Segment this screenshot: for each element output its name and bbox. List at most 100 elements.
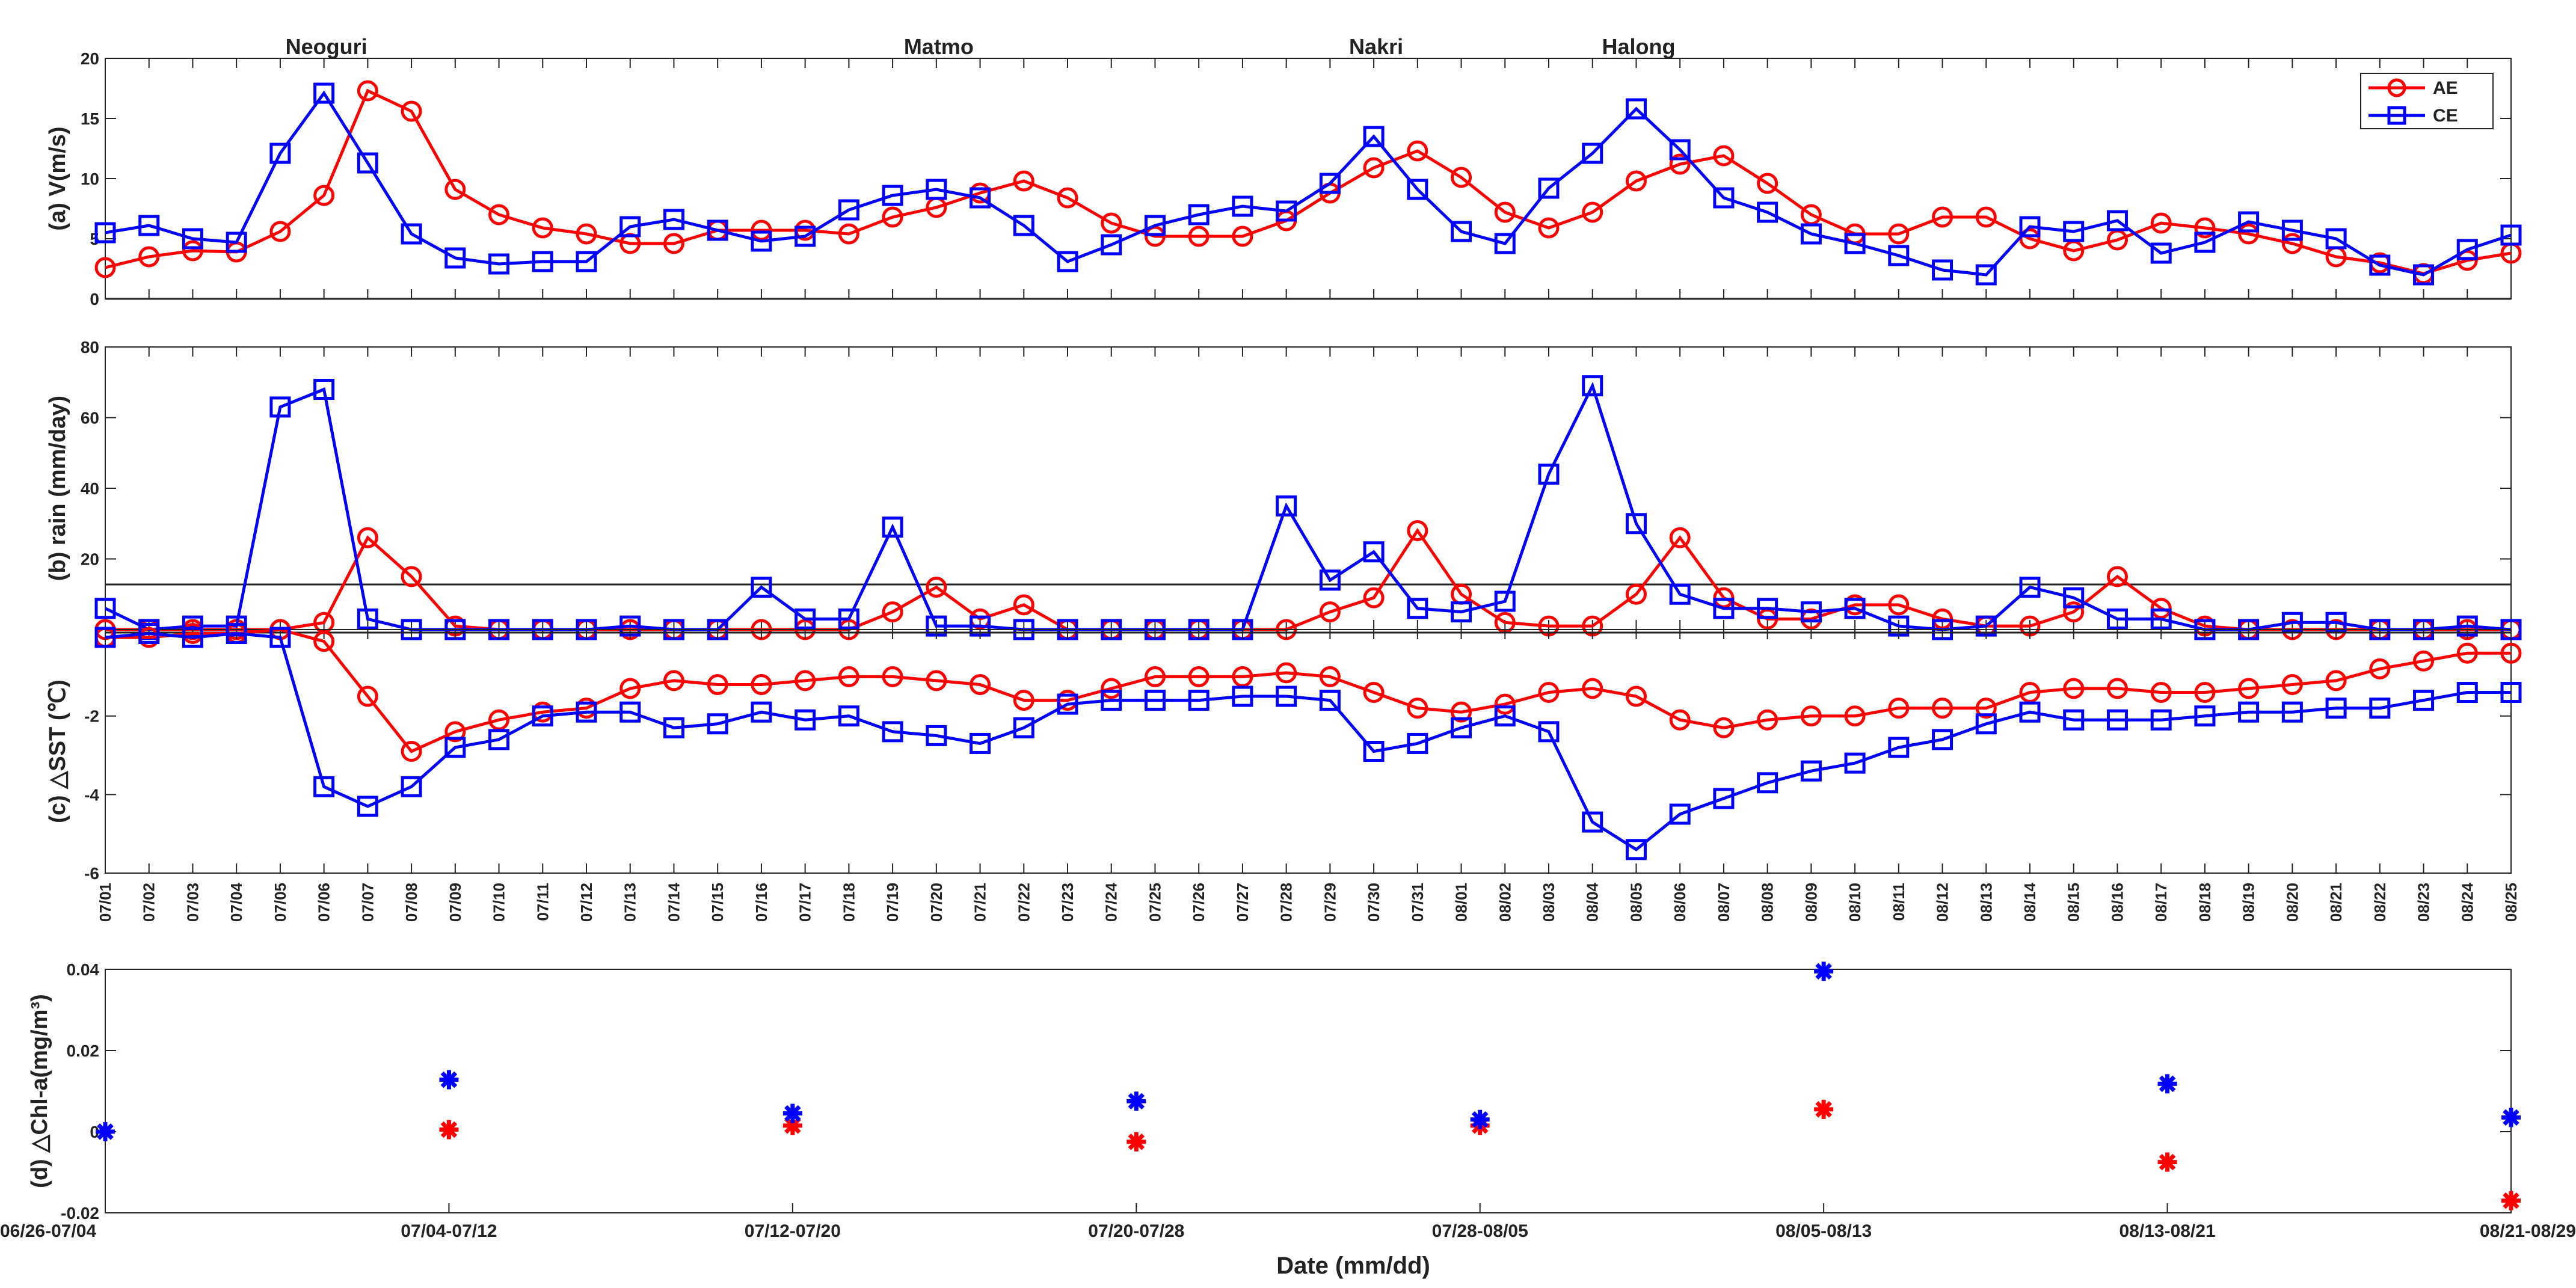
sst-ae-point — [1363, 682, 1385, 704]
date-tick-label: 08/18 — [2196, 883, 2214, 922]
wind-ce-line — [105, 90, 2512, 277]
sst-ae-point — [2500, 642, 2522, 664]
wind-ce-point — [1013, 215, 1034, 236]
sst-ce-point — [313, 776, 335, 797]
sst-ce-point — [1800, 760, 1822, 782]
wind-ae-point — [663, 233, 684, 254]
sst-ae-point — [1800, 705, 1822, 727]
sst-ae-point — [795, 670, 816, 692]
date-tick-label: 07/14 — [665, 882, 683, 922]
date-tick-label: 07/20 — [927, 883, 945, 922]
wind-ce-point — [1888, 245, 1910, 266]
wind-ce-point — [1625, 98, 1647, 120]
date-tick-label: 07/23 — [1059, 883, 1077, 922]
rain-ce-point — [751, 577, 772, 598]
sst-ae-point — [1844, 705, 1866, 727]
wind-ce-point — [1538, 177, 1560, 199]
chl-ce-point — [439, 1070, 459, 1090]
sst-ae-point — [707, 673, 728, 695]
sst-ae-point — [2194, 682, 2216, 704]
date-tick-label: 08/22 — [2371, 883, 2389, 922]
rain-ae-point — [1013, 594, 1034, 616]
sst-ce-point — [663, 717, 684, 738]
wind-ae-point — [1451, 167, 1472, 188]
date-tick-label: 08/23 — [2415, 883, 2433, 922]
chl-ce-point — [1470, 1109, 1490, 1129]
wind-ae-point — [444, 179, 466, 200]
sst-ae-point — [2325, 670, 2347, 692]
sst-ce-point — [182, 627, 203, 648]
rain-ce-point — [795, 608, 816, 630]
chl-ce-point-stroke — [1815, 963, 1832, 980]
sst-ce-point — [2106, 709, 2128, 731]
rain-ce-point — [2150, 608, 2172, 630]
wind-y-tick-label: 20 — [81, 49, 99, 68]
sst-ae-point — [2413, 650, 2435, 672]
wind-ce-point — [1188, 204, 1210, 225]
chl-x-tick-label: 07/04-07/12 — [401, 1221, 497, 1241]
rain-ae-point — [2150, 598, 2172, 619]
sst-ae-point — [619, 678, 641, 699]
sst-ae-point — [2369, 658, 2391, 679]
chl-x-tick-label: 08/21-08/29 — [2480, 1221, 2576, 1241]
rain-y-tick-label: 40 — [81, 479, 99, 498]
sst-ce-point — [269, 627, 291, 648]
sst-ae-point — [1757, 709, 1778, 731]
wind-ce-point — [926, 179, 947, 200]
date-tick-label: 08/11 — [1890, 883, 1908, 921]
date-tick-label: 08/06 — [1671, 883, 1689, 922]
rain-ae-point — [401, 566, 422, 587]
sst-ce-point — [1101, 690, 1122, 711]
sst-ae-point — [1101, 678, 1122, 699]
wind-ce-point — [2106, 210, 2128, 232]
sst-ce-point — [838, 705, 859, 727]
date-tick-label: 08/16 — [2108, 883, 2126, 922]
wind-ce-point — [488, 253, 510, 275]
sst-ce-point — [1844, 752, 1866, 774]
wind-ae-point — [1932, 206, 1954, 228]
wind-ce-point — [1451, 221, 1472, 242]
date-tick-label: 08/25 — [2502, 883, 2520, 922]
date-tick-label: 08/04 — [1584, 882, 1602, 922]
sst-ae-point — [751, 673, 772, 695]
wind-ce-point — [444, 247, 466, 269]
date-tick-label: 07/03 — [183, 883, 201, 922]
sst-ce-point — [1451, 717, 1472, 738]
date-tick-label: 07/11 — [533, 883, 552, 921]
legend-ce-label: CE — [2433, 106, 2458, 126]
wind-ae-point — [532, 217, 553, 239]
sst-ae-point — [1888, 698, 1910, 719]
sst-ce-point — [1188, 690, 1210, 711]
sst-ae-point — [401, 741, 422, 762]
rain-ce-point — [313, 379, 335, 400]
date-tick-label: 07/02 — [140, 883, 158, 922]
wind-ce-point — [1800, 223, 1822, 245]
sst-ae-point — [1494, 693, 1516, 715]
wind-ae-point — [357, 80, 378, 102]
wind-y-axis-title: (a) V(m/s) — [45, 126, 70, 230]
rain-ae-point — [1363, 587, 1385, 609]
time-series-panels: 0 5 10 15 20 (a) V(m/s) 20 40 60 80 (b) rain (mm/d… — [45, 49, 2522, 922]
sst-ce-point — [357, 796, 378, 817]
wind-ce-point — [94, 222, 116, 244]
wind-ae-point — [401, 100, 422, 122]
typhoon-label-neoguri: Neoguri — [286, 34, 367, 59]
date-tick-label: 07/12 — [577, 883, 595, 922]
sst-ce-point — [1494, 705, 1516, 727]
wind-ce-point — [1975, 264, 1997, 286]
sst-ae-point — [882, 666, 903, 687]
date-tick-label: 08/09 — [1802, 883, 1820, 922]
sst-ce-point — [2500, 682, 2522, 704]
chl-ae-point-stroke — [2159, 1153, 2176, 1171]
chl-ce-point-stroke — [1471, 1111, 1489, 1128]
sst-ae-point — [1276, 662, 1297, 684]
date-tick-label: 08/14 — [2021, 882, 2039, 922]
chl-x-tick-label: 08/05-08/13 — [1775, 1221, 1872, 1241]
date-tick-label: 08/01 — [1452, 883, 1471, 922]
wind-ce-point — [2281, 219, 2303, 241]
wind-ce-point — [1757, 201, 1778, 223]
wind-ce-point — [2063, 221, 2085, 242]
sst-axes-frame — [105, 629, 2512, 874]
wind-ae-point — [576, 223, 597, 245]
wind-ae-point — [1669, 153, 1691, 175]
